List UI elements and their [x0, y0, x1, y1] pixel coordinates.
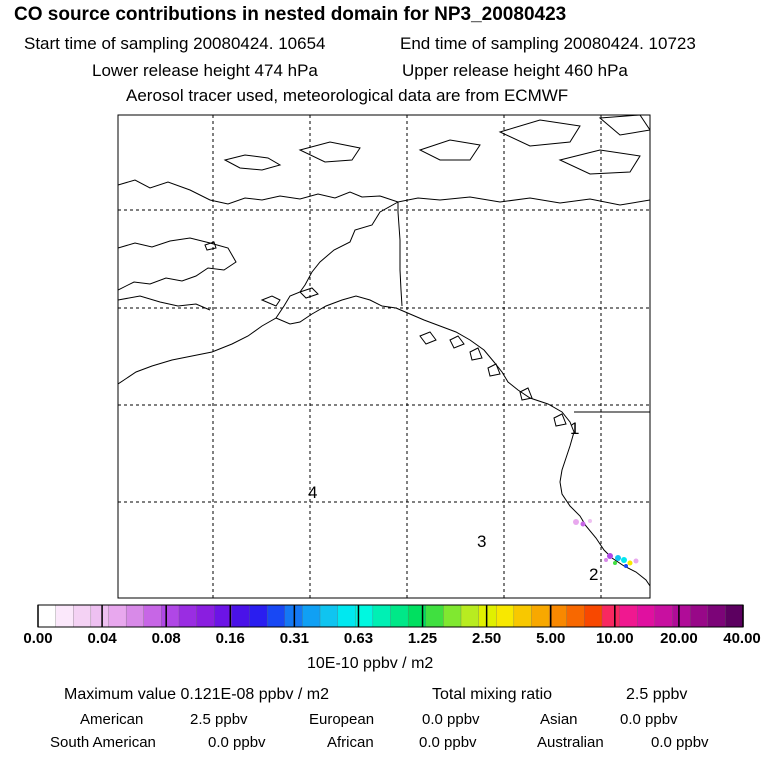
colorbar-cell [637, 604, 656, 628]
colorbar-cell [390, 604, 409, 628]
colorbar-cell [90, 604, 110, 628]
region-australian-value: 0.0 ppbv [651, 734, 709, 751]
colorbar-cell [672, 604, 691, 628]
colorbar-cell [513, 604, 533, 628]
region-australian-name: Australian [537, 734, 604, 751]
colorbar-cell [231, 604, 251, 628]
region-american-name: American [80, 711, 144, 728]
colorbar-tick-label: 40.00 [723, 630, 761, 647]
release-upper: Upper release height 460 hPa [402, 61, 628, 80]
total-mixing-value: 2.5 ppbv [626, 686, 688, 703]
sampling-end: End time of sampling 20080424. 10723 [400, 34, 696, 53]
colorbar-cell [460, 604, 480, 628]
colorbar-cell [302, 604, 321, 628]
colorbar-cell [566, 604, 586, 628]
graticule [118, 115, 650, 598]
colorbar-tick-label: 0.04 [87, 630, 117, 647]
region-label-1: 1 [570, 419, 579, 438]
coastline-alaska [118, 201, 650, 587]
region-asian-value: 0.0 ppbv [620, 711, 678, 728]
coastline-siberia [118, 237, 237, 311]
colorbar-cell [478, 604, 497, 628]
region-label-4: 4 [308, 483, 317, 502]
colorbar-tick-label: 0.00 [23, 630, 53, 647]
colorbar-cell [73, 604, 92, 628]
region-south-american-name: South American [50, 734, 156, 751]
colorbar-cell [425, 604, 445, 628]
colorbar-cell [249, 604, 268, 628]
colorbar-tick-label: 5.00 [536, 630, 566, 647]
data-info: Aerosol tracer used, meteorological data… [126, 86, 569, 105]
colorbar-tick-label: 20.00 [660, 630, 698, 647]
colorbar-unit: 10E-10 ppbv / m2 [307, 655, 434, 672]
colorbar-tick-label: 0.08 [151, 630, 181, 647]
region-label-2: 2 [589, 565, 598, 584]
colorbar-cell [319, 604, 339, 628]
colorbar-cell [601, 604, 621, 628]
colorbar-cell [196, 604, 215, 628]
colorbar-tick-label: 0.16 [215, 630, 245, 647]
region-european-value: 0.0 ppbv [422, 711, 480, 728]
total-mixing-label: Total mixing ratio [432, 686, 553, 703]
political-borders [397, 202, 650, 413]
region-label-3: 3 [477, 532, 486, 551]
colorbar-cell [654, 604, 674, 628]
colorbar-tick-label: 1.25 [407, 630, 438, 647]
colorbar-cell [125, 604, 145, 628]
colorbar-cell [337, 604, 356, 628]
colorbar-tick-label: 2.50 [472, 630, 502, 647]
sampling-start: Start time of sampling 20080424. 10654 [24, 34, 326, 53]
colorbar [37, 604, 744, 628]
concentration-plume [573, 519, 639, 568]
colorbar-cell [143, 604, 163, 628]
map-title: CO source contributions in nested domain… [14, 4, 567, 25]
region-european-name: European [309, 711, 375, 728]
region-asian-name: Asian [540, 711, 578, 728]
colorbar-cell [161, 604, 180, 628]
release-lower: Lower release height 474 hPa [92, 61, 318, 80]
max-value: Maximum value 0.121E-08 ppbv / m2 [64, 686, 330, 703]
colorbar-cell [37, 604, 57, 628]
colorbar-cell [372, 604, 392, 628]
colorbar-cell [619, 604, 638, 628]
colorbar-cell [108, 604, 127, 628]
colorbar-tick-label: 0.63 [343, 630, 374, 647]
region-american-value: 2.5 ppbv [190, 711, 248, 728]
colorbar-cell [548, 604, 568, 628]
region-african-name: African [327, 734, 374, 751]
coastline-arctic [118, 115, 650, 206]
colorbar-cell [266, 604, 286, 628]
colorbar-tick-label: 0.31 [279, 630, 309, 647]
colorbar-cell [689, 604, 709, 628]
colorbar-cell [178, 604, 198, 628]
colorbar-cell [707, 604, 727, 628]
colorbar-cell [496, 604, 515, 628]
colorbar-cell [407, 604, 427, 628]
colorbar-cell [584, 604, 603, 628]
colorbar-cell [55, 604, 74, 628]
colorbar-cell [531, 604, 550, 628]
region-south-american-value: 0.0 ppbv [208, 734, 266, 751]
map-frame [118, 115, 650, 598]
colorbar-cell [725, 604, 744, 628]
region-african-value: 0.0 ppbv [419, 734, 477, 751]
colorbar-cell [443, 604, 462, 628]
colorbar-tick-label: 10.00 [596, 630, 634, 647]
